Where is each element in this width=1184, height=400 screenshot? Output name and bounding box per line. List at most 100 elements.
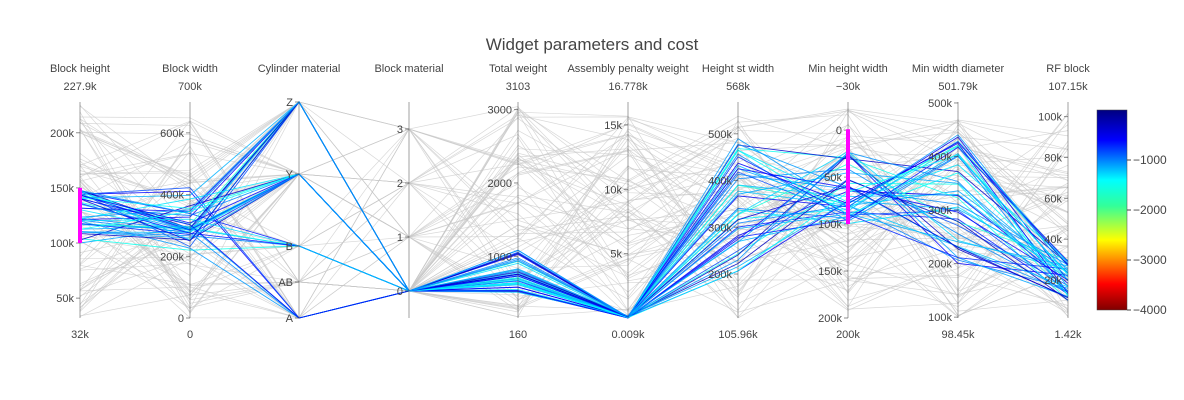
data-line-unselected (79, 107, 1069, 278)
axis-tick-label: 40k (1044, 234, 1062, 246)
axis-tick-label: 150k (818, 266, 842, 278)
axis-title: Block material (374, 63, 443, 75)
axis-assembly-penalty-weight[interactable]: Assembly penalty weight 16.778k 0.009k 15k 1… (567, 63, 688, 341)
axis-tick-label: 3000 (488, 105, 512, 117)
axis-title: Min width diameter (912, 63, 1005, 75)
axis-tick-label: 200k (160, 251, 184, 263)
data-line-unselected (79, 123, 1069, 298)
axis-tick-label: 400k (160, 190, 184, 202)
axis-tick-label: 100k (50, 238, 74, 250)
axis-tick-label: 80k (1044, 152, 1062, 164)
axis-min-height-width[interactable]: Min height width −30k 200k 0 50k 100k 150k 200k (808, 63, 888, 341)
data-line-selected (79, 101, 1069, 318)
data-line-unselected (79, 112, 1069, 298)
axis-tick-label: 15k (604, 120, 622, 132)
axis-tick-label: 50k (56, 293, 74, 305)
axis-tick-label: 100k (818, 219, 842, 231)
axis-height-st-width[interactable]: Height st width 568k 105.96k 500k 400k 300k 20… (702, 63, 774, 341)
colorbar-tick-label: −4000 (1133, 303, 1167, 317)
axis-tick-label: B (286, 241, 293, 253)
axis-title: Total weight (489, 63, 547, 75)
axis-tick-label: 10k (604, 184, 622, 196)
axis-title: Block height (50, 63, 110, 75)
data-line-unselected (79, 101, 1069, 317)
axis-title: Block width (162, 63, 218, 75)
axis-tick-label: 200k (50, 128, 74, 140)
axis-tick-label: 200k (818, 313, 842, 325)
constraint-range-bar[interactable] (78, 187, 82, 244)
axis-range-max: 568k (726, 81, 750, 93)
axis-tick-label: 500k (708, 129, 732, 141)
axis-tick-label: Y (286, 169, 294, 181)
data-line-unselected (79, 187, 1069, 319)
axis-cylinder-material[interactable]: Cylinder material Z Y B AB A (258, 63, 341, 325)
axis-tick-label: 20k (1044, 275, 1062, 287)
axis-tick-label: 400k (928, 152, 952, 164)
data-line-unselected (79, 116, 1069, 286)
axis-range-min: 32k (71, 329, 89, 341)
axis-min-width-diameter[interactable]: Min width diameter 501.79k 98.45k 500k 400k 3… (912, 63, 1005, 341)
data-line-selected (79, 173, 1069, 318)
axis-title: RF block (1046, 63, 1090, 75)
axis-range-max: 3103 (506, 81, 530, 93)
axis-tick-label: 60k (1044, 193, 1062, 205)
axis-tick-label: 300k (708, 222, 732, 234)
data-line-unselected (79, 105, 1069, 313)
axis-rf-block[interactable]: RF block 107.15k 1.42k 100k 80k 60k 40k 20k (1038, 63, 1090, 341)
axis-range-max: 700k (178, 81, 202, 93)
axis-range-min: 0 (187, 329, 193, 341)
axis-range-max: 16.778k (608, 81, 648, 93)
data-line-unselected (79, 122, 1069, 312)
axis-total-weight[interactable]: Total weight 3103 160 3000 2000 1000 (488, 63, 548, 341)
axis-title: Cylinder material (258, 63, 341, 75)
data-line-selected (79, 101, 1069, 319)
data-line-unselected (79, 101, 1069, 309)
data-line-unselected (79, 101, 1069, 319)
data-line-unselected (79, 134, 1069, 293)
axis-range-min: 98.45k (941, 329, 975, 341)
axes-group: Block height227.9k32k200k150k100k50kBloc… (50, 63, 1090, 341)
chart-title: Widget parameters and cost (486, 35, 699, 54)
axis-range-min: 200k (836, 329, 860, 341)
axis-block-material[interactable]: Block material 3 2 1 0 (374, 63, 444, 318)
axis-tick-label: 100k (1038, 112, 1062, 124)
data-line-unselected (79, 110, 1069, 309)
axis-tick-label: 1 (397, 232, 403, 244)
data-line-unselected (79, 124, 1069, 301)
data-line-selected (79, 101, 1069, 318)
data-line-unselected (79, 148, 1069, 296)
data-line-unselected (79, 101, 1069, 312)
axis-tick-label: 500k (928, 98, 952, 110)
axis-tick-label: 2000 (488, 178, 512, 190)
axis-tick-label: 50k (824, 172, 842, 184)
data-line-unselected (79, 115, 1069, 316)
axis-tick-label: 1000 (488, 251, 512, 263)
data-line-selected (79, 173, 1069, 319)
colorbar-tick-label: −2000 (1133, 203, 1167, 217)
axis-range-max: 107.15k (1048, 81, 1088, 93)
colorbar: −1000 −2000 −3000 −4000 (1096, 109, 1167, 317)
axis-tick-label: 600k (160, 128, 184, 140)
constraint-range-bar[interactable] (846, 129, 850, 225)
axis-range-min: 105.96k (718, 329, 758, 341)
data-line-selected (79, 152, 1069, 318)
axis-tick-label: 0 (397, 286, 403, 298)
data-line-unselected (79, 124, 1069, 294)
axis-block-height[interactable]: Block height 227.9k 32k 200k 150k 100k 50k (50, 63, 110, 341)
colorbar-gradient (1096, 109, 1128, 311)
axis-block-width[interactable]: Block width 700k 0 600k 400k 200k 0 (160, 63, 218, 341)
axis-range-min: 160 (509, 329, 527, 341)
axis-tick-label: 3 (397, 124, 403, 136)
axis-tick-label: AB (278, 277, 293, 289)
axis-tick-label: 0 (836, 125, 842, 137)
data-line-unselected (79, 166, 1069, 318)
unselected-lines (79, 101, 1069, 319)
data-line-unselected (79, 110, 1069, 302)
axis-tick-label: 5k (610, 249, 622, 261)
axis-tick-label: 0 (178, 313, 184, 325)
data-line-unselected (79, 101, 1069, 310)
axis-tick-label: 100k (928, 312, 952, 324)
axis-tick-label: 200k (708, 269, 732, 281)
selected-lines (79, 101, 1069, 319)
